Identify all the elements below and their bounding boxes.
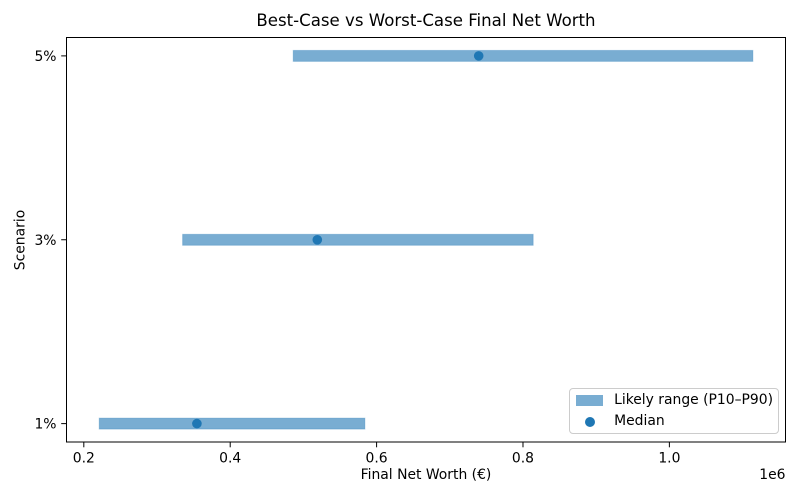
range-bar-1% <box>98 417 366 430</box>
x-tick-label: 0.2 <box>73 451 95 467</box>
legend-median-label: Median <box>614 413 665 429</box>
legend-median-swatch <box>576 413 603 430</box>
x-tick-label: 0.8 <box>512 451 534 467</box>
y-tick-label: 5% <box>34 49 56 65</box>
axes-spines <box>66 37 786 443</box>
x-axis-offset-text: 1e6 <box>759 467 786 483</box>
x-tick-label: 0.4 <box>219 451 241 467</box>
chart-title: Best-Case vs Worst-Case Final Net Worth <box>256 11 596 30</box>
x-tick-label: 0.6 <box>366 451 388 467</box>
legend: Likely range (P10–P90) Median <box>569 388 779 434</box>
range-bar-5% <box>292 49 754 62</box>
legend-range-swatch <box>576 392 604 409</box>
range-bar-3% <box>182 233 534 246</box>
median-dot-5% <box>473 51 484 61</box>
legend-range-label: Likely range (P10–P90) <box>614 392 773 408</box>
y-tick-label: 1% <box>34 417 56 433</box>
x-axis-label: Final Net Worth (€) <box>360 467 492 483</box>
median-dot-1% <box>192 418 202 429</box>
x-tick-label: 1.0 <box>658 451 680 467</box>
median-dot-3% <box>312 235 323 245</box>
legend-entry-median: Median <box>576 413 773 430</box>
y-tick-label: 3% <box>34 233 56 249</box>
legend-entry-range: Likely range (P10–P90) <box>576 392 773 409</box>
